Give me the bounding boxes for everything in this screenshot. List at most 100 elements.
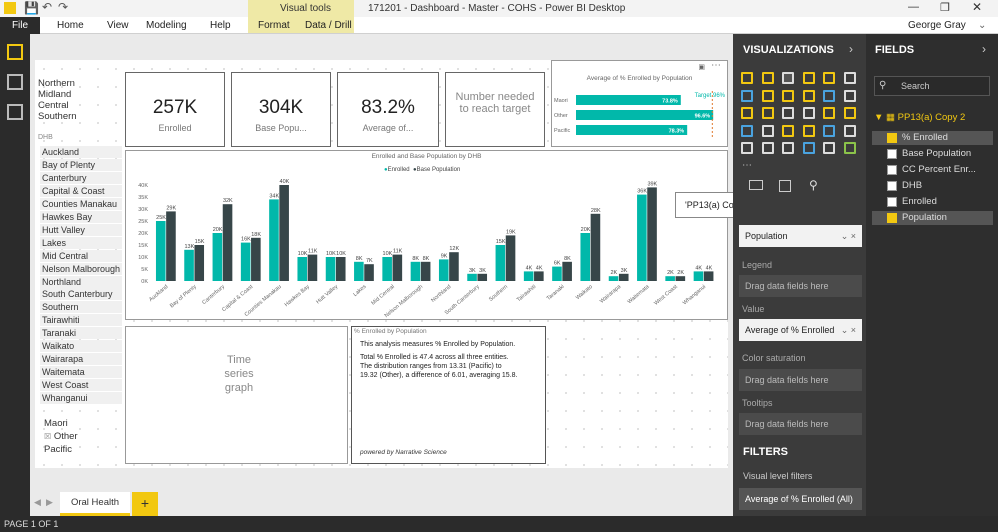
dhb-item[interactable]: Wairarapa <box>40 353 122 366</box>
dhb-item[interactable]: Nelson Malborough <box>40 262 122 275</box>
narrative-visual[interactable]: % Enrolled by Population This analysis m… <box>351 326 546 464</box>
filter-item[interactable]: Average of % Enrolled (All) <box>739 488 862 510</box>
dhb-item[interactable]: Southern <box>40 301 122 314</box>
dhb-item[interactable]: Hutt Valley <box>40 223 122 236</box>
stacked-area-icon[interactable] <box>782 89 794 102</box>
tab-view[interactable]: View <box>107 20 129 31</box>
enrolled-bar[interactable] <box>410 261 421 281</box>
collapse-fields-icon[interactable]: › <box>982 42 986 56</box>
base-population-bar[interactable] <box>590 213 601 281</box>
kpi-icon[interactable] <box>843 124 856 137</box>
base-population-bar[interactable] <box>477 273 488 281</box>
legend-well[interactable]: Drag data fields here <box>739 275 862 297</box>
r-visual-icon[interactable] <box>802 142 815 154</box>
tooltips-well[interactable]: Drag data fields here <box>739 413 862 435</box>
filled-map-icon[interactable] <box>741 124 753 137</box>
value-field-well[interactable]: Average of % Enrolled ⌄ × <box>739 319 862 341</box>
enrolled-bar[interactable] <box>665 276 675 281</box>
enrolled-bar[interactable] <box>637 194 647 281</box>
base-population-bar[interactable] <box>505 235 516 281</box>
base-population-bar[interactable] <box>194 245 205 281</box>
tab-prev-icon[interactable]: ◀ <box>34 497 41 507</box>
line-chart-icon[interactable] <box>741 89 753 102</box>
stacked-column-icon[interactable] <box>761 72 774 84</box>
enrolled-bar[interactable] <box>467 273 477 281</box>
enrolled-base-chart[interactable]: Enrolled and Base Population by DHB ●Enr… <box>125 150 728 320</box>
field-item[interactable]: Base Population <box>872 147 993 161</box>
field-item[interactable]: Enrolled <box>872 195 993 209</box>
area-chart-icon[interactable] <box>761 89 774 102</box>
page-tab-oral-health[interactable]: Oral Health <box>60 492 130 516</box>
minimize-icon[interactable]: — <box>908 1 919 13</box>
tab-home[interactable]: Home <box>57 20 84 31</box>
dhb-item[interactable]: Capital & Coast <box>40 184 122 197</box>
treemap-icon[interactable] <box>823 107 835 119</box>
base-population-bar[interactable] <box>618 273 629 281</box>
restore-icon[interactable]: ❐ <box>940 2 950 14</box>
clustered-column-icon[interactable] <box>802 72 815 84</box>
dhb-item[interactable]: Lakes <box>40 236 122 249</box>
analytics-tab-icon[interactable]: ⚲ <box>809 178 818 192</box>
undo-icon[interactable]: ↶ <box>42 0 53 14</box>
dhb-item[interactable]: Hawkes Bay <box>40 210 122 223</box>
collapse-viz-icon[interactable]: › <box>849 42 853 56</box>
ribbon-chart-icon[interactable] <box>843 89 856 102</box>
enrolled-bar[interactable] <box>325 257 336 281</box>
ethnicity-item-pacific[interactable]: Pacific <box>44 444 72 455</box>
redo-icon[interactable]: ↷ <box>58 0 69 14</box>
dhb-item[interactable]: Waitemata <box>40 366 122 379</box>
field-item[interactable]: % Enrolled <box>872 131 993 145</box>
multi-row-card-icon[interactable] <box>823 124 835 137</box>
base-population-bar[interactable] <box>562 261 572 281</box>
pie-icon[interactable] <box>782 107 794 119</box>
field-item[interactable]: Population <box>872 211 993 225</box>
time-series-placeholder[interactable]: Time series graph <box>125 326 348 464</box>
stacked-bar-icon[interactable] <box>741 72 753 84</box>
population-bar[interactable] <box>576 110 714 120</box>
enrolled-bar[interactable] <box>184 249 194 281</box>
color-saturation-well[interactable]: Drag data fields here <box>739 369 862 391</box>
ethnicity-slicer[interactable]: Maori ☒ Other Pacific <box>44 418 78 457</box>
enrolled-bar[interactable] <box>354 261 364 281</box>
base-population-bar[interactable] <box>364 264 374 281</box>
base-population-bar[interactable] <box>307 254 318 281</box>
region-central[interactable]: Central <box>38 100 69 111</box>
waterfall-icon[interactable] <box>741 107 753 119</box>
format-tab-icon[interactable] <box>779 180 791 192</box>
enrolled-bar[interactable] <box>155 221 166 281</box>
field-item[interactable]: DHB <box>872 179 993 193</box>
card-icon[interactable] <box>802 124 815 137</box>
dhb-item[interactable]: South Canterbury <box>40 288 122 301</box>
globe-icon[interactable] <box>823 142 835 154</box>
enrolled-bar[interactable] <box>495 245 506 281</box>
enrolled-bar[interactable] <box>523 271 534 281</box>
ethnicity-item-other[interactable]: ☒ Other <box>44 431 78 442</box>
dhb-item[interactable]: Taranaki <box>40 327 122 340</box>
dhb-item[interactable]: Auckland <box>40 146 122 158</box>
close-icon[interactable]: ✕ <box>972 0 983 14</box>
funnel-icon[interactable] <box>761 124 774 137</box>
field-checkbox[interactable] <box>887 165 897 175</box>
add-page-button[interactable]: + <box>132 492 158 516</box>
dhb-item[interactable]: Bay of Plenty <box>40 158 122 171</box>
average-enrolled-card[interactable]: 83.2% Average of... <box>337 72 439 147</box>
region-midland[interactable]: Midland <box>38 89 72 100</box>
slicer-icon[interactable] <box>741 142 753 154</box>
table-icon[interactable] <box>761 142 774 154</box>
enrolled-bar[interactable] <box>382 257 392 281</box>
ethnicity-item-maori[interactable]: Maori <box>44 418 68 429</box>
dhb-item[interactable]: Counties Manakau <box>40 197 122 210</box>
more-options-icon[interactable]: ⋯ <box>711 60 721 71</box>
dhb-item[interactable]: Canterbury <box>40 171 122 184</box>
matrix-icon[interactable] <box>782 142 794 154</box>
enrolled-bar[interactable] <box>438 259 449 281</box>
line-clustered-icon[interactable] <box>823 89 835 102</box>
user-name[interactable]: George Gray <box>908 20 966 31</box>
field-checkbox[interactable] <box>887 197 897 207</box>
tab-data-drill[interactable]: Data / Drill <box>305 20 352 31</box>
enrolled-bar[interactable] <box>297 257 308 281</box>
percent-bar-icon[interactable] <box>823 72 835 84</box>
fields-tab-icon[interactable] <box>749 180 763 190</box>
enrolled-bar[interactable] <box>212 233 223 281</box>
viz-more-icon[interactable]: ⋯ <box>742 160 752 171</box>
